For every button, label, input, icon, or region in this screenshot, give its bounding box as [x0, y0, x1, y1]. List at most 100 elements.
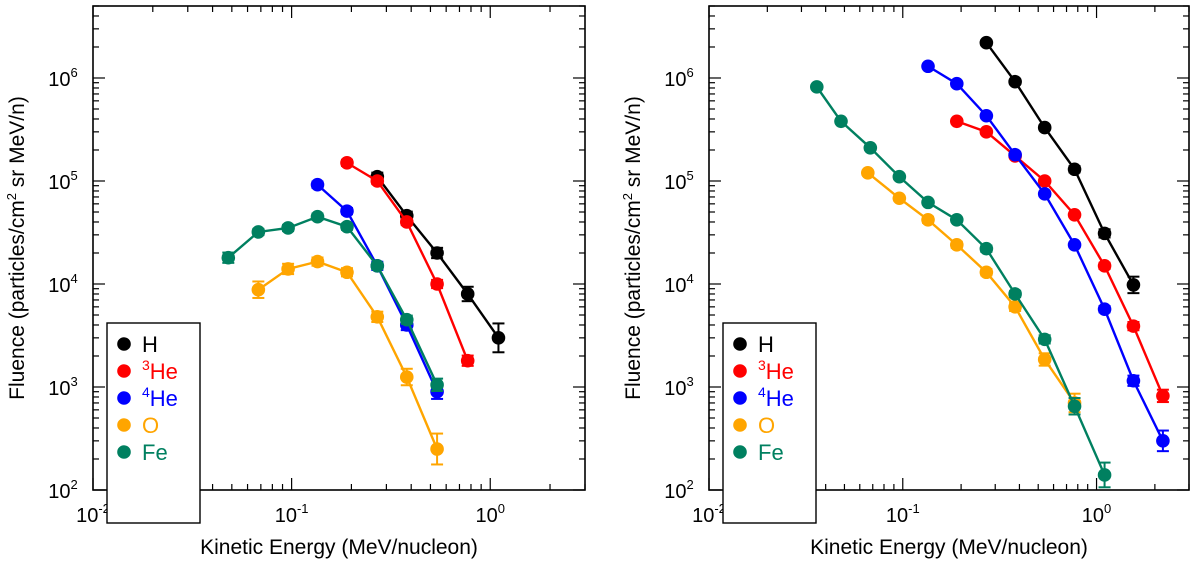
- legend-marker: [733, 418, 747, 432]
- data-point: [340, 156, 354, 170]
- y-axis-label: Fluence (particles/cm2 sr MeV/n): [4, 96, 29, 400]
- data-point: [281, 262, 295, 276]
- legend-entry: H: [142, 332, 158, 357]
- x-axis-label: Kinetic Energy (MeV/nucleon): [810, 536, 1088, 559]
- data-point: [979, 241, 994, 256]
- series-3he: [340, 156, 475, 368]
- series-o: [251, 254, 444, 466]
- legend-entry-name: O: [758, 413, 775, 438]
- y-tick-label-exp: 2: [71, 477, 78, 492]
- data-point: [979, 35, 994, 50]
- data-point: [979, 108, 994, 123]
- y-tick-label: 105: [48, 168, 77, 194]
- legend-entry: H: [758, 332, 774, 357]
- y-axis-label-text: sr MeV/n): [622, 96, 645, 193]
- data-point: [1037, 174, 1052, 188]
- data-point: [892, 191, 907, 206]
- data-point: [460, 353, 475, 368]
- legend-entry-name: He: [150, 386, 178, 411]
- data-point: [430, 246, 444, 260]
- data-point: [1037, 352, 1052, 367]
- legend-entry: 3He: [758, 357, 794, 384]
- data-point: [921, 195, 935, 210]
- series-4he: [921, 59, 1170, 453]
- data-point: [1008, 74, 1022, 89]
- data-point: [430, 378, 444, 392]
- y-tick-label-exp: 2: [687, 477, 694, 492]
- data-point: [1067, 399, 1082, 414]
- legend-entry: Fe: [142, 440, 168, 465]
- data-point: [251, 225, 266, 239]
- plot-frame: [92, 5, 586, 491]
- legend-entry: O: [758, 413, 775, 438]
- legend-marker: [117, 418, 131, 432]
- y-tick-label: 102: [48, 477, 77, 503]
- y-tick-label: 106: [48, 65, 77, 91]
- y-axis-label-text: Fluence (particles/cm: [6, 200, 29, 400]
- data-point: [310, 254, 325, 269]
- y-axis-label-sup: 2: [620, 193, 635, 200]
- x-tick-label: 100: [1082, 501, 1111, 527]
- y-axis-label-text: Fluence (particles/cm: [622, 200, 645, 400]
- legend-entry-name: He: [150, 359, 178, 384]
- data-point: [1156, 389, 1170, 403]
- data-point: [399, 215, 414, 229]
- data-point: [1037, 120, 1052, 135]
- legend-marker: [117, 391, 131, 405]
- y-tick-label-base: 10: [48, 378, 70, 400]
- axis-ticks: [92, 5, 586, 491]
- data-point: [340, 265, 354, 280]
- data-point: [979, 125, 994, 139]
- x-tick-label-base: 10: [475, 505, 497, 527]
- series-line: [867, 171, 1076, 404]
- data-point: [281, 221, 295, 235]
- x-tick-label-exp: 0: [1104, 501, 1111, 516]
- data-point: [1008, 287, 1022, 301]
- data-point: [370, 259, 385, 273]
- legend-marker: [117, 445, 131, 459]
- y-tick-label-exp: 3: [71, 374, 78, 389]
- legend-entry: 3He: [142, 357, 178, 384]
- data-point: [1008, 300, 1022, 314]
- legend-entry: Fe: [758, 440, 784, 465]
- y-tick-label-exp: 4: [71, 271, 78, 286]
- data-point: [949, 76, 964, 91]
- series-4he: [310, 177, 444, 400]
- data-point: [370, 174, 385, 188]
- y-tick-label-base: 10: [664, 481, 686, 503]
- data-point: [399, 312, 414, 327]
- y-tick-label-base: 10: [48, 172, 70, 194]
- x-tick-label: 10-2: [76, 501, 110, 527]
- data-point: [310, 209, 325, 224]
- data-point: [310, 177, 325, 192]
- data-point: [921, 213, 935, 227]
- data-point: [430, 442, 444, 456]
- legend-entry-sup: 4: [758, 384, 766, 400]
- y-tick-label-exp: 5: [71, 168, 78, 183]
- plot-frame: [708, 5, 1190, 491]
- data-point: [1067, 207, 1082, 222]
- legend-entry: 4He: [758, 384, 794, 411]
- series-h: [979, 35, 1141, 295]
- data-point: [460, 287, 475, 301]
- series-line: [815, 86, 1106, 476]
- data-point: [834, 114, 848, 129]
- legend-entry-name: H: [142, 332, 158, 357]
- legend-marker: [733, 364, 747, 378]
- legend-entry-sup: 4: [142, 384, 150, 400]
- series-fe: [221, 209, 444, 392]
- x-tick-label: 10-2: [692, 501, 726, 527]
- data-point: [979, 265, 994, 280]
- series-line: [227, 215, 439, 386]
- data-point: [1126, 278, 1141, 292]
- data-point: [340, 219, 354, 234]
- data-point: [1097, 302, 1112, 316]
- y-tick-label-exp: 6: [71, 65, 78, 80]
- series-line: [956, 120, 1165, 397]
- data-point: [949, 213, 964, 227]
- legend-entry-name: He: [766, 359, 794, 384]
- data-point: [1126, 373, 1141, 388]
